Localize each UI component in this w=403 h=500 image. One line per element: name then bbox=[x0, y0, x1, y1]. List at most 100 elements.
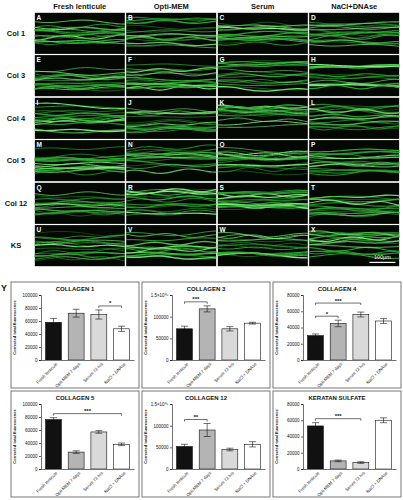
y-tick-mark bbox=[170, 469, 172, 470]
error-bar-cap bbox=[312, 422, 319, 423]
y-tick-label: 40000 bbox=[25, 441, 38, 446]
fiber bbox=[126, 208, 216, 212]
error-bar-cap bbox=[357, 463, 364, 464]
y-axis-title: Corrected total fluorescence bbox=[274, 300, 279, 355]
fiber bbox=[309, 74, 399, 79]
fiber bbox=[126, 64, 216, 66]
marks bbox=[46, 418, 130, 469]
error-bar-cap bbox=[95, 309, 102, 310]
bar bbox=[177, 329, 193, 360]
fiber bbox=[126, 34, 216, 36]
y-tick: 80000 bbox=[25, 415, 41, 420]
error-bar-cap bbox=[95, 430, 102, 431]
x-tick-label: NaCl + DNAse bbox=[234, 361, 258, 385]
error-bar-cap bbox=[249, 322, 256, 323]
bar bbox=[177, 446, 193, 469]
y-tick: 50000 bbox=[156, 445, 172, 450]
micrograph bbox=[309, 55, 399, 96]
error-bar-cap bbox=[226, 450, 233, 451]
bar bbox=[308, 336, 324, 360]
panel-letter: Q bbox=[37, 184, 42, 192]
error-bar-cap bbox=[249, 446, 256, 447]
significance-label: * bbox=[326, 311, 329, 317]
fiber bbox=[126, 164, 216, 168]
x-tick: Opti-MEM 7 days bbox=[54, 469, 81, 498]
fiber bbox=[309, 237, 399, 242]
fiber bbox=[126, 149, 216, 153]
error-bar-cap bbox=[181, 331, 188, 332]
y-tick-label: 60000 bbox=[25, 319, 38, 324]
bar bbox=[46, 420, 62, 469]
fiber bbox=[218, 62, 308, 67]
significance-label: *** bbox=[84, 408, 92, 414]
x-tick-label: Opti-MEM 7 days bbox=[185, 470, 212, 497]
x-tick-label: NaCl + DNAse bbox=[365, 470, 389, 494]
fiber bbox=[126, 204, 216, 208]
error-bar-cap bbox=[335, 460, 342, 461]
fiber bbox=[218, 124, 308, 127]
micrograph bbox=[218, 183, 308, 224]
fiber bbox=[309, 171, 399, 173]
y-tick-mark bbox=[39, 360, 41, 361]
fiber bbox=[126, 111, 216, 116]
fiber bbox=[218, 152, 308, 157]
y-axis: 0500001000001.5×10⁰⁵ bbox=[151, 293, 173, 363]
micrograph bbox=[126, 225, 216, 266]
fiber bbox=[126, 85, 216, 88]
error-bar-stem bbox=[315, 423, 316, 430]
fiber bbox=[309, 245, 399, 248]
annotations: *** bbox=[315, 413, 360, 421]
fiber bbox=[35, 20, 125, 24]
panel-letter: M bbox=[37, 141, 42, 148]
error-bar-stem bbox=[98, 310, 99, 319]
bar bbox=[245, 444, 261, 469]
y-axis-title: Corrected total fluorescence bbox=[12, 409, 17, 464]
fiber bbox=[35, 31, 125, 33]
x-axis: Fresh lenticuleOpti-MEM 7 daysSerum 72 h… bbox=[35, 469, 134, 498]
bar bbox=[68, 313, 84, 360]
fiber bbox=[126, 242, 216, 246]
fiber bbox=[218, 239, 308, 241]
error-bar-stem bbox=[383, 319, 384, 324]
y-tick-label: 100000 bbox=[22, 293, 38, 298]
marks bbox=[308, 418, 392, 469]
bar bbox=[376, 420, 392, 469]
panel-letter: O bbox=[220, 141, 225, 148]
x-tick: Opti-MEM 7 days bbox=[185, 360, 212, 389]
error-bar-stem bbox=[229, 448, 230, 451]
fiber bbox=[218, 42, 308, 45]
fiber bbox=[218, 190, 308, 193]
y-tick-mark bbox=[301, 360, 303, 361]
fiber bbox=[126, 256, 216, 259]
error-bar bbox=[50, 418, 57, 422]
row-label: Col 12 bbox=[5, 199, 28, 208]
bar bbox=[330, 323, 346, 360]
fiber bbox=[35, 34, 125, 38]
fiber bbox=[35, 192, 125, 196]
y-tick-label: 20000 bbox=[287, 342, 300, 347]
y-tick-label: 80000 bbox=[25, 415, 38, 420]
micrograph bbox=[218, 225, 308, 266]
y-tick: 1.5×10⁰⁵ bbox=[151, 293, 172, 298]
fiber bbox=[309, 241, 399, 244]
fiber bbox=[309, 65, 399, 70]
fiber bbox=[126, 73, 216, 75]
x-tick-label: Fresh lenticule bbox=[166, 470, 190, 494]
fiber bbox=[218, 37, 308, 41]
panel-letter: F bbox=[128, 56, 132, 63]
fiber bbox=[309, 79, 399, 83]
y-tick-mark bbox=[39, 295, 41, 296]
micrograph bbox=[35, 13, 125, 54]
annotations: *** bbox=[184, 296, 207, 304]
fiber bbox=[309, 126, 399, 128]
y-axis-line bbox=[301, 405, 304, 470]
error-bar-cap bbox=[50, 421, 57, 422]
fiber bbox=[35, 195, 125, 199]
y-axis-line bbox=[170, 296, 173, 361]
significance-label: *** bbox=[335, 413, 343, 419]
y-tick: 60000 bbox=[287, 309, 303, 314]
x-tick: Opti-MEM 7 days bbox=[185, 469, 212, 498]
y-tick-label: 40000 bbox=[287, 325, 300, 330]
fiber bbox=[35, 207, 125, 209]
fiber bbox=[35, 158, 125, 161]
